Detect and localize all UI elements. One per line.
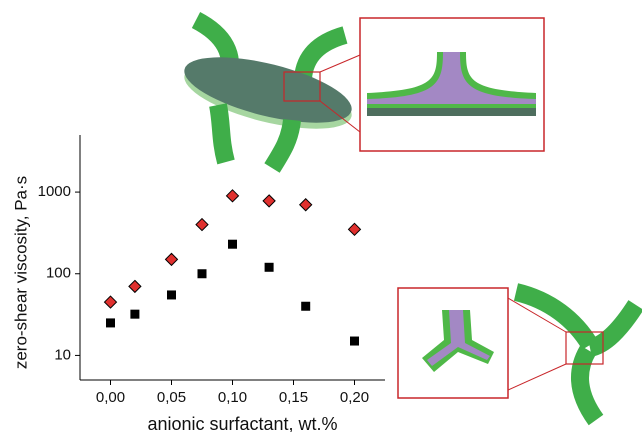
data-point [195, 217, 209, 232]
decoration [184, 12, 642, 426]
x-axis-label: anionic surfactant, wt.% [147, 414, 337, 432]
data-point [264, 262, 274, 272]
y-tick-label: 100 [46, 265, 71, 282]
x-tick-label: 0,10 [218, 389, 247, 406]
data-point [103, 295, 118, 309]
y-axis-label: zero-shear viscosity, Pa·s [11, 176, 30, 369]
x-tick-label: 0,00 [96, 389, 125, 406]
x-tick-label: 0,15 [279, 389, 308, 406]
data-point [164, 252, 179, 267]
data-point [350, 336, 359, 346]
data-point [106, 318, 115, 328]
y-tick-label: 1000 [38, 183, 71, 200]
data-point [347, 222, 362, 237]
data-point [262, 194, 276, 208]
data-point [225, 189, 240, 203]
data-point [301, 301, 311, 311]
x-tick-label: 0,05 [157, 389, 186, 406]
x-tick-label: 0,20 [340, 389, 369, 406]
data-point [197, 269, 207, 279]
data-point [128, 279, 142, 294]
y-tick-label: 10 [54, 346, 71, 363]
data-point [228, 239, 237, 249]
data-point [167, 290, 176, 300]
data-point [298, 198, 313, 212]
data-point [130, 309, 140, 319]
